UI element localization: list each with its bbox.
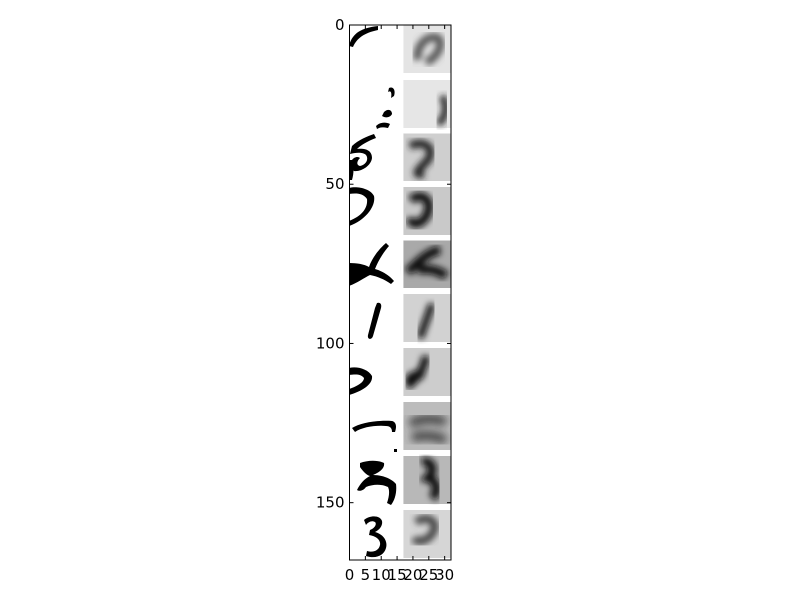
original-digit-row-7 bbox=[352, 420, 397, 452]
original-digit-row-9 bbox=[364, 516, 387, 558]
plot-area bbox=[349, 25, 451, 560]
original-digit-row-5 bbox=[367, 302, 382, 339]
original-digit-row-8 bbox=[357, 460, 397, 505]
reconstruction-row-1 bbox=[403, 80, 451, 128]
original-digit-column bbox=[349, 25, 401, 560]
x-tick-label: 15 bbox=[388, 566, 407, 584]
axes-frame bbox=[349, 24, 452, 561]
tile-separator bbox=[403, 505, 451, 508]
y-tick-label: 50 bbox=[325, 175, 344, 193]
tile-separator bbox=[403, 451, 451, 455]
original-digit-row-2 bbox=[349, 134, 376, 180]
original-digit-row-4 bbox=[349, 243, 394, 286]
column-separator bbox=[400, 25, 404, 560]
tile-separator bbox=[403, 184, 451, 187]
original-digit-row-3 bbox=[349, 187, 375, 226]
tile-separator bbox=[403, 398, 451, 401]
original-digit-row-6 bbox=[349, 367, 373, 395]
y-tick-label: 0 bbox=[335, 16, 345, 34]
x-tick-label: 0 bbox=[345, 566, 355, 584]
reconstruction-row-4 bbox=[403, 240, 451, 288]
reconstruction-row-3 bbox=[403, 187, 451, 235]
reconstruction-row-5 bbox=[403, 294, 451, 342]
tile-separator bbox=[403, 344, 451, 348]
reconstruction-row-0 bbox=[403, 25, 451, 73]
y-tick-label: 100 bbox=[316, 334, 345, 352]
reconstruction-row-7 bbox=[403, 402, 451, 450]
reconstruction-row-9 bbox=[403, 510, 451, 558]
x-tick-label: 20 bbox=[403, 566, 422, 584]
tile-separators bbox=[400, 25, 451, 560]
y-tick-label: 150 bbox=[316, 494, 345, 512]
x-tick-label: 30 bbox=[435, 566, 454, 584]
reconstruction-row-8 bbox=[403, 456, 451, 504]
tile-separator bbox=[403, 77, 451, 80]
original-digit-row-1 bbox=[376, 87, 395, 129]
x-tick-label: 5 bbox=[361, 566, 371, 584]
original-digit-row-0 bbox=[349, 26, 378, 47]
reconstruction-row-2 bbox=[403, 133, 451, 181]
reconstruction-row-6 bbox=[403, 348, 451, 396]
tile-separator bbox=[403, 291, 451, 294]
tile-separator bbox=[403, 130, 451, 134]
reconstruction-column bbox=[403, 25, 451, 558]
x-tick-label: 10 bbox=[372, 566, 391, 584]
tile-separator bbox=[403, 237, 451, 241]
x-tick-label: 25 bbox=[419, 566, 438, 584]
y-axis: 0 50 100 150 bbox=[316, 16, 451, 512]
